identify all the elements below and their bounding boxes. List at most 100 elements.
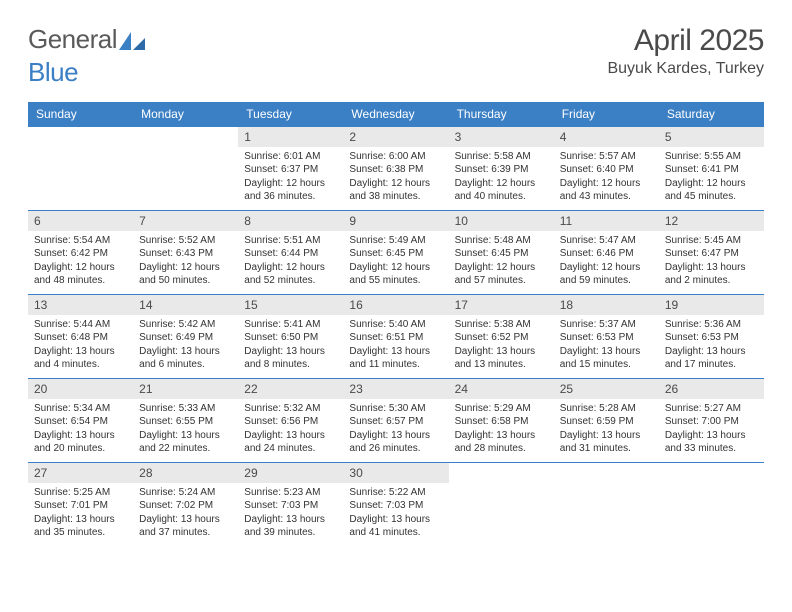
sunrise-text: Sunrise: 5:24 AM — [139, 486, 232, 500]
day-number: 1 — [238, 127, 343, 147]
daylight-text-2: and 35 minutes. — [34, 526, 127, 540]
day-details: Sunrise: 5:38 AMSunset: 6:52 PMDaylight:… — [449, 315, 554, 378]
sunrise-text: Sunrise: 5:36 AM — [665, 318, 758, 332]
day-number: 4 — [554, 127, 659, 147]
sunrise-text: Sunrise: 5:23 AM — [244, 486, 337, 500]
logo-word1: General — [28, 24, 117, 54]
calendar-week-row: 20Sunrise: 5:34 AMSunset: 6:54 PMDayligh… — [28, 378, 764, 462]
sunrise-text: Sunrise: 5:45 AM — [665, 234, 758, 248]
sunset-text: Sunset: 7:02 PM — [139, 499, 232, 513]
sunrise-text: Sunrise: 5:33 AM — [139, 402, 232, 416]
calendar-day-cell: 9Sunrise: 5:49 AMSunset: 6:45 PMDaylight… — [343, 210, 448, 294]
daylight-text-2: and 2 minutes. — [665, 274, 758, 288]
sunrise-text: Sunrise: 5:29 AM — [455, 402, 548, 416]
day-number: 7 — [133, 211, 238, 231]
daylight-text-1: Daylight: 13 hours — [665, 429, 758, 443]
day-details: Sunrise: 5:24 AMSunset: 7:02 PMDaylight:… — [133, 483, 238, 546]
daylight-text-2: and 40 minutes. — [455, 190, 548, 204]
sunrise-text: Sunrise: 5:49 AM — [349, 234, 442, 248]
day-details: Sunrise: 5:58 AMSunset: 6:39 PMDaylight:… — [449, 147, 554, 210]
daylight-text-1: Daylight: 12 hours — [349, 261, 442, 275]
day-number: 28 — [133, 463, 238, 483]
sunrise-text: Sunrise: 5:25 AM — [34, 486, 127, 500]
logo: General Blue — [28, 24, 145, 88]
sunset-text: Sunset: 6:38 PM — [349, 163, 442, 177]
day-number: 13 — [28, 295, 133, 315]
sunrise-text: Sunrise: 5:22 AM — [349, 486, 442, 500]
daylight-text-2: and 38 minutes. — [349, 190, 442, 204]
sunset-text: Sunset: 6:43 PM — [139, 247, 232, 261]
calendar-day-cell: 14Sunrise: 5:42 AMSunset: 6:49 PMDayligh… — [133, 294, 238, 378]
calendar-day-cell: 4Sunrise: 5:57 AMSunset: 6:40 PMDaylight… — [554, 126, 659, 210]
day-details: Sunrise: 5:28 AMSunset: 6:59 PMDaylight:… — [554, 399, 659, 462]
sunset-text: Sunset: 6:54 PM — [34, 415, 127, 429]
calendar-day-cell: 24Sunrise: 5:29 AMSunset: 6:58 PMDayligh… — [449, 378, 554, 462]
day-details: Sunrise: 5:32 AMSunset: 6:56 PMDaylight:… — [238, 399, 343, 462]
sunrise-text: Sunrise: 5:57 AM — [560, 150, 653, 164]
sunrise-text: Sunrise: 6:01 AM — [244, 150, 337, 164]
calendar-day-cell: 30Sunrise: 5:22 AMSunset: 7:03 PMDayligh… — [343, 462, 448, 546]
day-number: 19 — [659, 295, 764, 315]
daylight-text-1: Daylight: 12 hours — [455, 177, 548, 191]
day-details: Sunrise: 5:37 AMSunset: 6:53 PMDaylight:… — [554, 315, 659, 378]
daylight-text-2: and 20 minutes. — [34, 442, 127, 456]
daylight-text-1: Daylight: 12 hours — [560, 261, 653, 275]
calendar-day-cell: 17Sunrise: 5:38 AMSunset: 6:52 PMDayligh… — [449, 294, 554, 378]
sunset-text: Sunset: 6:57 PM — [349, 415, 442, 429]
daylight-text-2: and 15 minutes. — [560, 358, 653, 372]
daylight-text-2: and 24 minutes. — [244, 442, 337, 456]
calendar-day-cell: 23Sunrise: 5:30 AMSunset: 6:57 PMDayligh… — [343, 378, 448, 462]
day-number: 3 — [449, 127, 554, 147]
day-details: Sunrise: 5:36 AMSunset: 6:53 PMDaylight:… — [659, 315, 764, 378]
sunrise-text: Sunrise: 5:27 AM — [665, 402, 758, 416]
daylight-text-1: Daylight: 12 hours — [560, 177, 653, 191]
calendar-head: SundayMondayTuesdayWednesdayThursdayFrid… — [28, 102, 764, 127]
sunset-text: Sunset: 6:44 PM — [244, 247, 337, 261]
calendar-day-cell — [28, 126, 133, 210]
daylight-text-1: Daylight: 13 hours — [139, 345, 232, 359]
sunrise-text: Sunrise: 5:42 AM — [139, 318, 232, 332]
sunrise-text: Sunrise: 5:47 AM — [560, 234, 653, 248]
weekday-header: Saturday — [659, 102, 764, 127]
daylight-text-2: and 52 minutes. — [244, 274, 337, 288]
sunset-text: Sunset: 6:56 PM — [244, 415, 337, 429]
sunset-text: Sunset: 6:45 PM — [349, 247, 442, 261]
daylight-text-1: Daylight: 13 hours — [349, 345, 442, 359]
sunset-text: Sunset: 6:49 PM — [139, 331, 232, 345]
day-details: Sunrise: 5:45 AMSunset: 6:47 PMDaylight:… — [659, 231, 764, 294]
calendar-day-cell: 26Sunrise: 5:27 AMSunset: 7:00 PMDayligh… — [659, 378, 764, 462]
daylight-text-2: and 59 minutes. — [560, 274, 653, 288]
weekday-header: Thursday — [449, 102, 554, 127]
daylight-text-1: Daylight: 13 hours — [349, 513, 442, 527]
daylight-text-1: Daylight: 13 hours — [560, 345, 653, 359]
daylight-text-2: and 57 minutes. — [455, 274, 548, 288]
sunset-text: Sunset: 6:53 PM — [560, 331, 653, 345]
location-label: Buyuk Kardes, Turkey — [607, 60, 764, 78]
calendar-day-cell: 8Sunrise: 5:51 AMSunset: 6:44 PMDaylight… — [238, 210, 343, 294]
sunrise-text: Sunrise: 5:38 AM — [455, 318, 548, 332]
calendar-week-row: 6Sunrise: 5:54 AMSunset: 6:42 PMDaylight… — [28, 210, 764, 294]
day-number: 24 — [449, 379, 554, 399]
daylight-text-2: and 4 minutes. — [34, 358, 127, 372]
daylight-text-1: Daylight: 13 hours — [244, 513, 337, 527]
day-number: 23 — [343, 379, 448, 399]
calendar-week-row: 13Sunrise: 5:44 AMSunset: 6:48 PMDayligh… — [28, 294, 764, 378]
day-number: 20 — [28, 379, 133, 399]
sunrise-text: Sunrise: 5:37 AM — [560, 318, 653, 332]
daylight-text-2: and 39 minutes. — [244, 526, 337, 540]
calendar-day-cell: 28Sunrise: 5:24 AMSunset: 7:02 PMDayligh… — [133, 462, 238, 546]
day-details: Sunrise: 5:23 AMSunset: 7:03 PMDaylight:… — [238, 483, 343, 546]
daylight-text-2: and 50 minutes. — [139, 274, 232, 288]
sunrise-text: Sunrise: 5:40 AM — [349, 318, 442, 332]
daylight-text-1: Daylight: 13 hours — [34, 345, 127, 359]
daylight-text-1: Daylight: 12 hours — [244, 261, 337, 275]
calendar-day-cell: 11Sunrise: 5:47 AMSunset: 6:46 PMDayligh… — [554, 210, 659, 294]
calendar-day-cell: 3Sunrise: 5:58 AMSunset: 6:39 PMDaylight… — [449, 126, 554, 210]
daylight-text-2: and 37 minutes. — [139, 526, 232, 540]
calendar-day-cell: 2Sunrise: 6:00 AMSunset: 6:38 PMDaylight… — [343, 126, 448, 210]
day-number: 26 — [659, 379, 764, 399]
day-details: Sunrise: 5:55 AMSunset: 6:41 PMDaylight:… — [659, 147, 764, 210]
day-details: Sunrise: 5:47 AMSunset: 6:46 PMDaylight:… — [554, 231, 659, 294]
calendar-day-cell: 19Sunrise: 5:36 AMSunset: 6:53 PMDayligh… — [659, 294, 764, 378]
calendar-page: General Blue April 2025 Buyuk Kardes, Tu… — [0, 0, 792, 570]
